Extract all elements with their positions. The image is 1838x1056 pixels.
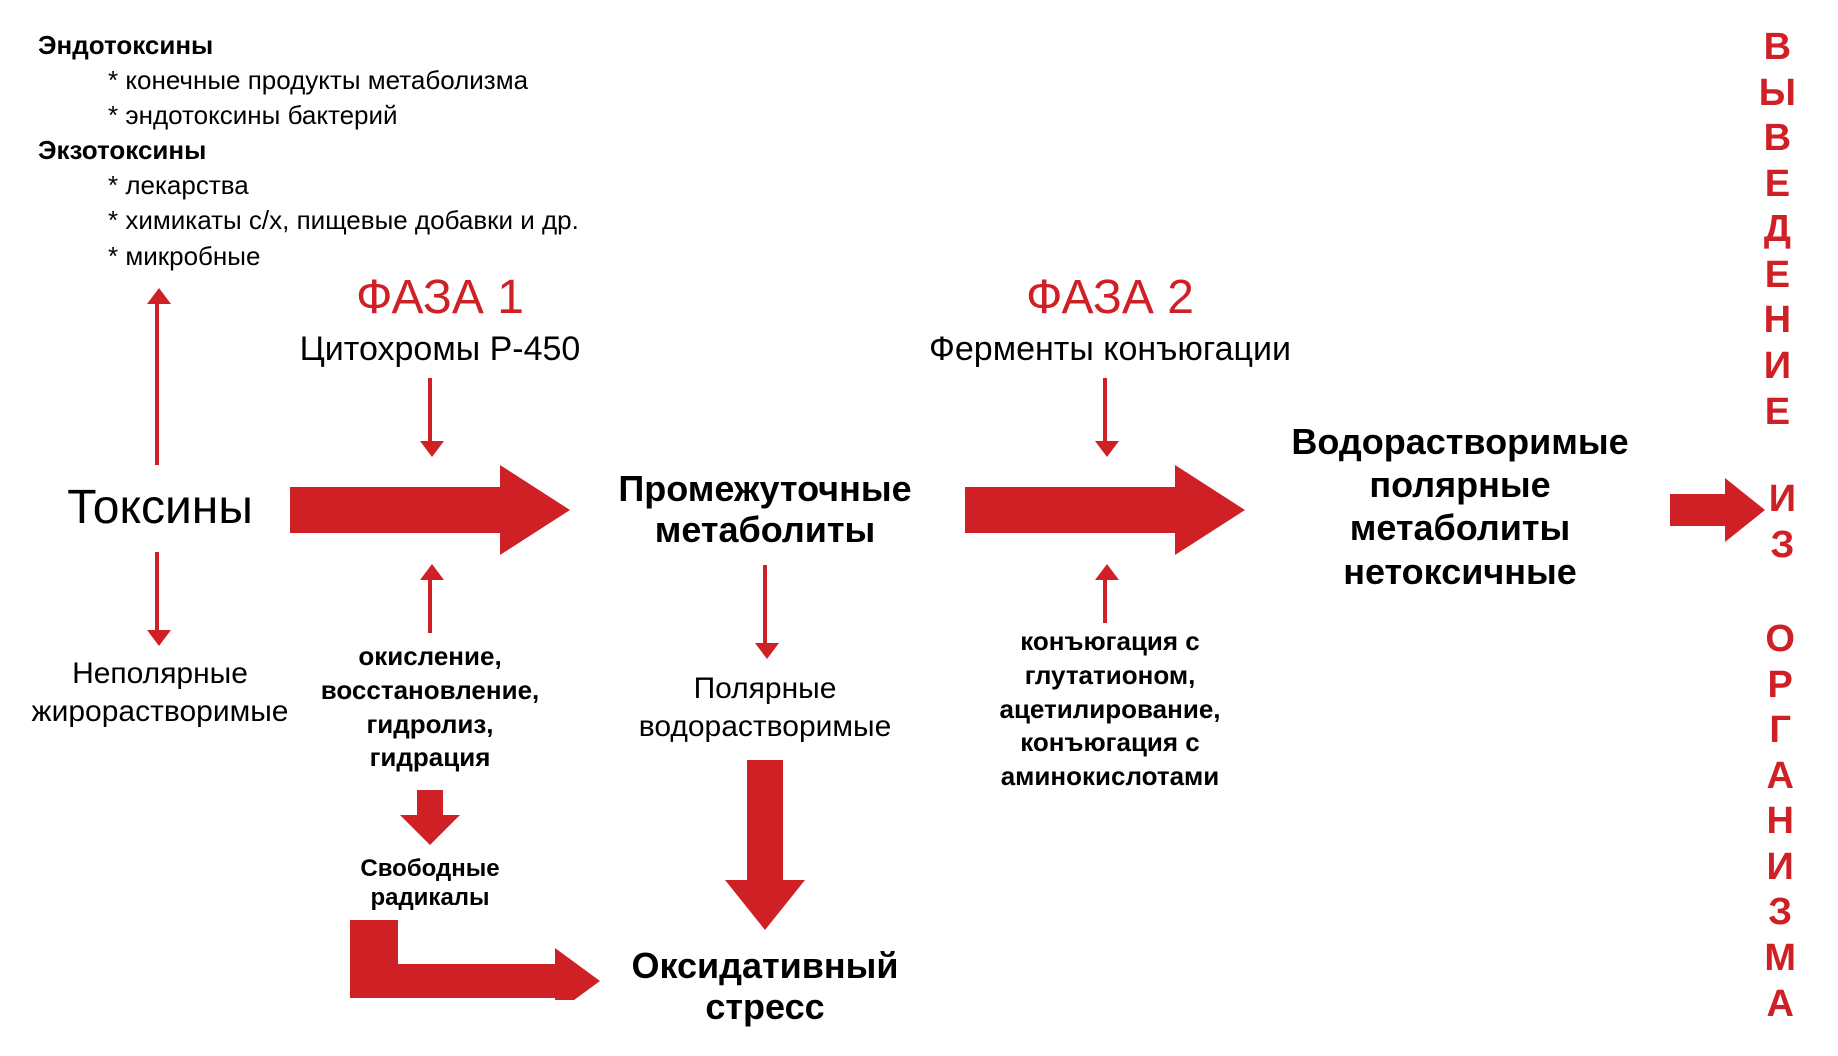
arrow-L-freerad-ox <box>350 920 600 1000</box>
arrowhead-toxins-up <box>147 288 171 304</box>
arrowhead-p1-up <box>420 564 444 580</box>
phase2-title: ФАЗА 2 <box>960 270 1260 325</box>
node-toxins: Токсины <box>45 480 275 535</box>
arrow-thin-p1-up <box>428 578 432 633</box>
arrow-thin-p2-up <box>1103 578 1107 623</box>
top-list-h1: Эндотоксины <box>38 28 579 63</box>
arrowhead-p2-up <box>1095 564 1119 580</box>
top-list-h2-item-0: * лекарства <box>38 168 579 203</box>
top-list-h2-item-2: * микробные <box>38 239 579 274</box>
toxins-sub: Неполярные жирорастворимые <box>15 655 305 730</box>
top-list: Эндотоксины * конечные продукты метаболи… <box>38 28 579 274</box>
top-list-h2: Экзотоксины <box>38 133 579 168</box>
phase1-title: ФАЗА 1 <box>290 270 590 325</box>
intermediate-sub: Полярные водорастворимые <box>575 670 955 745</box>
arrow-thin-p2-down <box>1103 378 1107 443</box>
node-intermediate: Промежуточные метаболиты <box>585 468 945 551</box>
arrowhead-p1-down <box>420 441 444 457</box>
top-list-h2-item-1: * химикаты с/х, пищевые добавки и др. <box>38 203 579 238</box>
arrow-big-3 <box>1670 478 1765 542</box>
arrow-thin-toxins-down <box>155 552 159 632</box>
vertical-word3: ОРГАНИЗМА <box>1764 620 1798 1025</box>
node-final: Водорастворимые полярные метаболиты нето… <box>1260 420 1660 593</box>
arrow-big-1 <box>290 465 570 555</box>
phase2-reactions: конъюгация с глутатионом, ацетилирование… <box>980 625 1240 794</box>
phase1-reactions: окисление, восстановление, гидролиз, гид… <box>310 640 550 775</box>
top-list-h1-item-1: * эндотоксины бактерий <box>38 98 579 133</box>
arrow-thin-inter-down <box>763 565 767 645</box>
phase1-subtitle: Цитохромы Р-450 <box>260 330 620 369</box>
vertical-word2: ИЗ <box>1769 480 1798 565</box>
free-radicals: Свободные радикалы <box>330 855 530 913</box>
arrowhead-p2-down <box>1095 441 1119 457</box>
phase2-subtitle: Ферменты конъюгации <box>880 330 1340 369</box>
arrow-thin-toxins-up <box>155 300 159 465</box>
arrow-thin-p1-down <box>428 378 432 443</box>
arrow-block-freerad <box>400 790 460 845</box>
arrowhead-inter-down <box>755 643 779 659</box>
arrow-block-oxstress <box>725 760 805 930</box>
arrow-big-2 <box>965 465 1245 555</box>
top-list-h1-item-0: * конечные продукты метаболизма <box>38 63 579 98</box>
arrowhead-toxins-down <box>147 630 171 646</box>
vertical-word1: ВЫВЕДЕНИЕ <box>1759 28 1798 433</box>
ox-stress: Оксидативный стресс <box>580 945 950 1028</box>
